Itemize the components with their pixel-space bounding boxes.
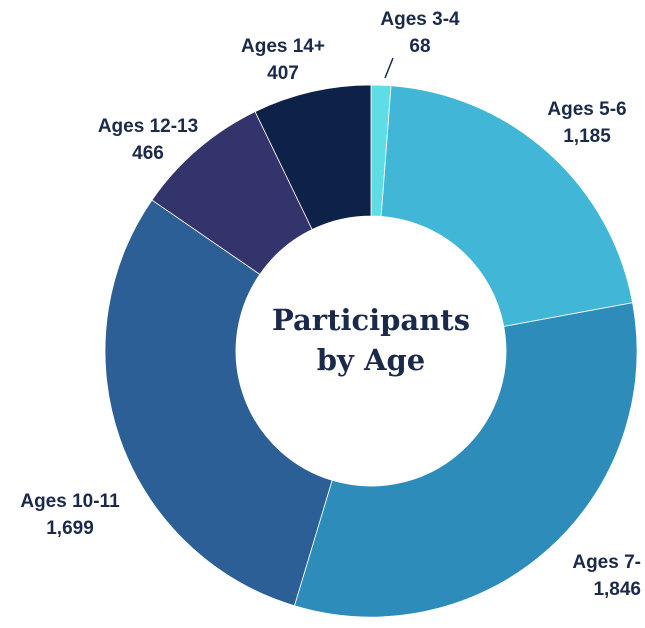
donut-slice <box>104 199 333 607</box>
donut-slice <box>380 85 634 327</box>
slice-label: Ages 12-13 <box>98 116 198 137</box>
slice-label: Ages 7- <box>572 552 641 573</box>
chart-title: Participants by Age <box>271 303 471 377</box>
donut-slice <box>293 302 638 618</box>
value-label: 1,185 <box>563 126 611 147</box>
slice-label: Ages 5-6 <box>547 99 626 120</box>
leader-line <box>384 57 394 79</box>
slice-label: Ages 3-4 <box>380 9 460 30</box>
value-label: 68 <box>409 36 430 57</box>
value-label: 466 <box>132 143 164 164</box>
slice-label: Ages 10-11 <box>20 491 120 512</box>
value-label: 407 <box>267 63 299 84</box>
donut-slice <box>254 84 372 231</box>
slice-label: Ages 14+ <box>241 36 325 57</box>
value-label: 1,846 <box>593 579 641 600</box>
value-label: 1,699 <box>46 518 94 539</box>
